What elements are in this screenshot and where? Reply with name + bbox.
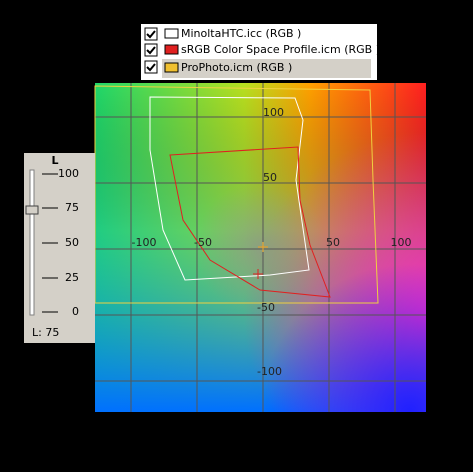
- swatch: [164, 62, 179, 73]
- plot-area: -100 -50 50 100 100 50 -50 -100: [94, 83, 426, 412]
- white-point-marker: [258, 242, 268, 252]
- panel-bg: [24, 153, 95, 343]
- slider-tick-label: 25: [65, 271, 79, 284]
- legend: MinoltaHTC.icc (RGB ) sRGB Color Space P…: [141, 24, 380, 80]
- b-tick-label: -100: [257, 365, 282, 378]
- legend-row[interactable]: ProPhoto.icm (RGB ): [144, 60, 292, 74]
- slider-title: L: [51, 154, 58, 167]
- legend-label: sRGB Color Space Profile.icm (RGB ): [181, 43, 380, 56]
- axis-labels: -100 -50 50 100 100 50 -50 -100: [132, 106, 412, 378]
- a-tick-label: 50: [326, 236, 340, 249]
- a-tick-label: -100: [132, 236, 157, 249]
- b-tick-label: 100: [263, 106, 284, 119]
- legend-row[interactable]: sRGB Color Space Profile.icm (RGB ): [144, 43, 380, 57]
- minolta-gamut: [149, 96, 310, 281]
- a-tick-label: 100: [391, 236, 412, 249]
- checkbox[interactable]: [144, 60, 158, 74]
- b-tick-label: -50: [257, 301, 275, 314]
- slider-track: [29, 169, 35, 316]
- selected-row: [162, 59, 371, 78]
- slider-readout: L: 75: [32, 326, 59, 339]
- white-point-marker: [253, 269, 263, 279]
- slider-ticks: [42, 173, 58, 313]
- l-slider-panel: L 100 75 50 25 0 L: 75: [24, 153, 95, 343]
- checkbox[interactable]: [144, 43, 158, 57]
- checkbox[interactable]: [144, 27, 158, 41]
- slider-tick-label: 50: [65, 236, 79, 249]
- slider-tick-label: 100: [58, 167, 79, 180]
- slider-tick-label: 0: [72, 305, 79, 318]
- srgb-gamut: [169, 146, 331, 298]
- legend-label: MinoltaHTC.icc (RGB ): [181, 27, 301, 40]
- legend-label: ProPhoto.icm (RGB ): [181, 61, 292, 74]
- slider-tick-label: 75: [65, 201, 79, 214]
- legend-row[interactable]: MinoltaHTC.icc (RGB ): [144, 27, 301, 41]
- swatch: [164, 28, 179, 39]
- swatch: [164, 44, 179, 55]
- a-tick-label: -50: [194, 236, 212, 249]
- b-tick-label: 50: [263, 171, 277, 184]
- slider-thumb[interactable]: [25, 205, 39, 215]
